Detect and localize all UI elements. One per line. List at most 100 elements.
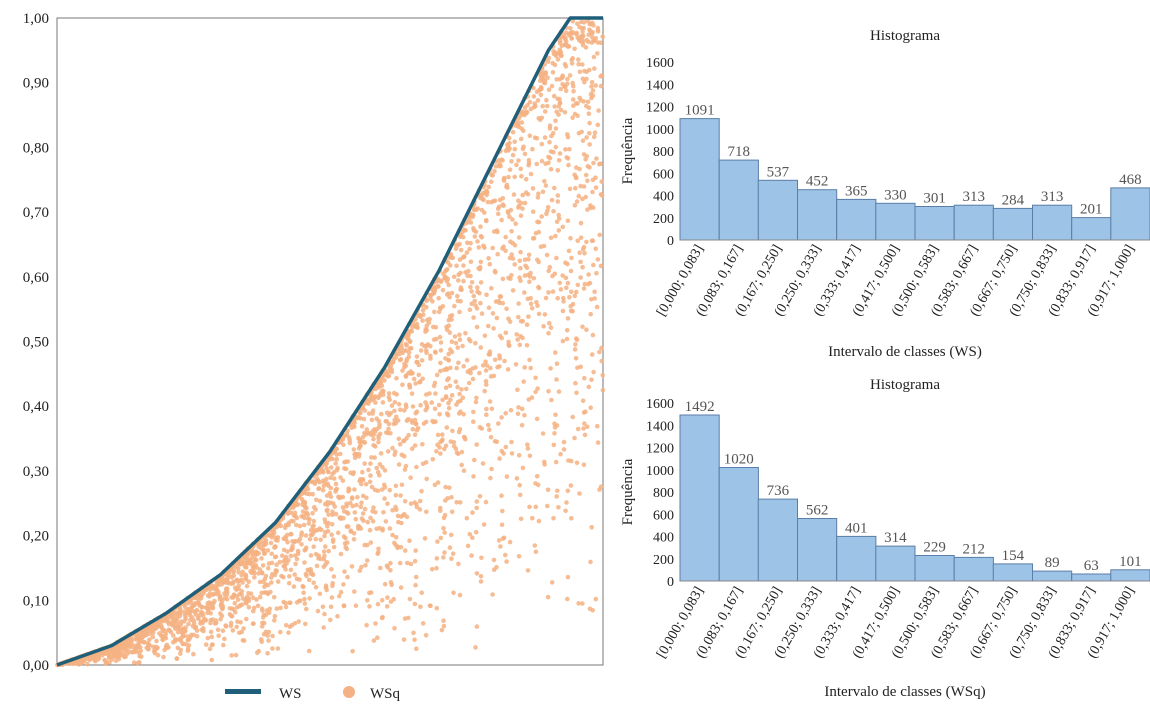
wsq-point xyxy=(433,391,438,396)
wsq-point xyxy=(317,498,323,504)
wsq-point xyxy=(292,510,298,516)
wsq-point xyxy=(473,645,478,650)
wsq-point xyxy=(378,565,383,571)
wsq-point xyxy=(380,392,386,398)
histogram-bar xyxy=(718,467,759,582)
wsq-point xyxy=(582,281,588,287)
wsq-point xyxy=(325,507,330,513)
wsq-point xyxy=(351,531,357,536)
wsq-point xyxy=(435,539,440,544)
histogram-bar xyxy=(1071,573,1112,582)
wsq-point xyxy=(403,548,408,553)
wsq-point xyxy=(133,647,139,653)
wsq-point xyxy=(401,438,406,444)
wsq-point xyxy=(438,451,443,456)
wsq-point xyxy=(294,522,299,528)
wsq-point xyxy=(535,386,540,391)
histogram-bar xyxy=(1032,204,1073,241)
wsq-point xyxy=(229,613,235,619)
wsq-point xyxy=(459,387,464,392)
wsq-point xyxy=(352,487,357,492)
wsq-point xyxy=(491,373,497,379)
wsq-point xyxy=(561,299,566,304)
wsq-point xyxy=(328,617,333,623)
wsq-point xyxy=(163,631,169,637)
wsq-point xyxy=(435,283,441,289)
histogram-bar xyxy=(797,189,838,241)
wsq-point xyxy=(435,480,441,485)
histogram-y-tick-label: 400 xyxy=(653,190,674,205)
wsq-point xyxy=(366,411,372,416)
wsq-point xyxy=(509,439,514,445)
wsq-point xyxy=(497,294,503,299)
wsq-point xyxy=(359,424,365,429)
wsq-point xyxy=(580,62,585,67)
wsq-point xyxy=(576,57,581,62)
wsq-point xyxy=(438,340,444,345)
wsq-point xyxy=(380,614,385,620)
wsq-point xyxy=(290,546,295,551)
wsq-point xyxy=(583,45,589,50)
wsq-point xyxy=(557,151,563,156)
wsq-point xyxy=(565,596,570,602)
wsq-point xyxy=(563,260,568,266)
wsq-point xyxy=(483,368,489,373)
wsq-point xyxy=(417,507,423,512)
wsq-point xyxy=(296,538,301,544)
wsq-point xyxy=(374,465,380,471)
wsq-point xyxy=(259,639,265,644)
wsq-point xyxy=(404,359,409,364)
wsq-point xyxy=(555,57,561,62)
scatter-y-tick-label: 0,30 xyxy=(23,464,49,480)
histogram-bar xyxy=(914,555,955,582)
wsq-point xyxy=(565,76,570,82)
wsq-point xyxy=(223,623,228,628)
wsq-point xyxy=(388,431,393,436)
wsq-point xyxy=(191,651,196,657)
wsq-point xyxy=(492,169,497,174)
wsq-point xyxy=(404,404,409,410)
wsq-point xyxy=(371,638,377,643)
wsq-point xyxy=(556,228,562,233)
wsq-point xyxy=(370,519,376,524)
wsq-point xyxy=(362,440,368,445)
wsq-point xyxy=(477,494,483,499)
wsq-point xyxy=(374,526,379,532)
wsq-point xyxy=(497,197,503,203)
wsq-point xyxy=(588,311,593,317)
wsq-point xyxy=(237,591,242,597)
wsq-point xyxy=(409,329,415,334)
wsq-point xyxy=(526,252,532,258)
wsq-point xyxy=(198,595,204,601)
wsq-point xyxy=(435,442,440,448)
wsq-point xyxy=(420,442,425,447)
wsq-point xyxy=(331,544,337,550)
wsq-point xyxy=(392,626,397,631)
wsq-point xyxy=(487,261,493,267)
wsq-point xyxy=(535,257,540,263)
wsq-point xyxy=(228,620,234,626)
wsq-point xyxy=(288,531,294,537)
wsq-point xyxy=(556,216,562,221)
wsq-point xyxy=(520,192,525,198)
wsq-point xyxy=(433,350,438,355)
wsq-point xyxy=(256,551,262,556)
wsq-point xyxy=(137,653,142,659)
wsq-point xyxy=(259,570,265,576)
wsq-point xyxy=(447,545,453,550)
wsq-point xyxy=(460,395,466,401)
wsq-point xyxy=(313,584,319,590)
wsq-point xyxy=(574,165,579,170)
wsq-point xyxy=(177,606,183,611)
histogram-y-tick-label: 600 xyxy=(653,508,674,523)
wsq-point xyxy=(406,615,411,621)
histogram-y-tick-label: 200 xyxy=(653,212,674,227)
wsq-point xyxy=(493,270,498,275)
wsq-point xyxy=(205,607,211,612)
wsq-point xyxy=(171,633,176,638)
wsq-point xyxy=(158,622,164,628)
wsq-point xyxy=(406,350,412,355)
wsq-point xyxy=(271,594,277,600)
wsq-point xyxy=(516,405,521,410)
